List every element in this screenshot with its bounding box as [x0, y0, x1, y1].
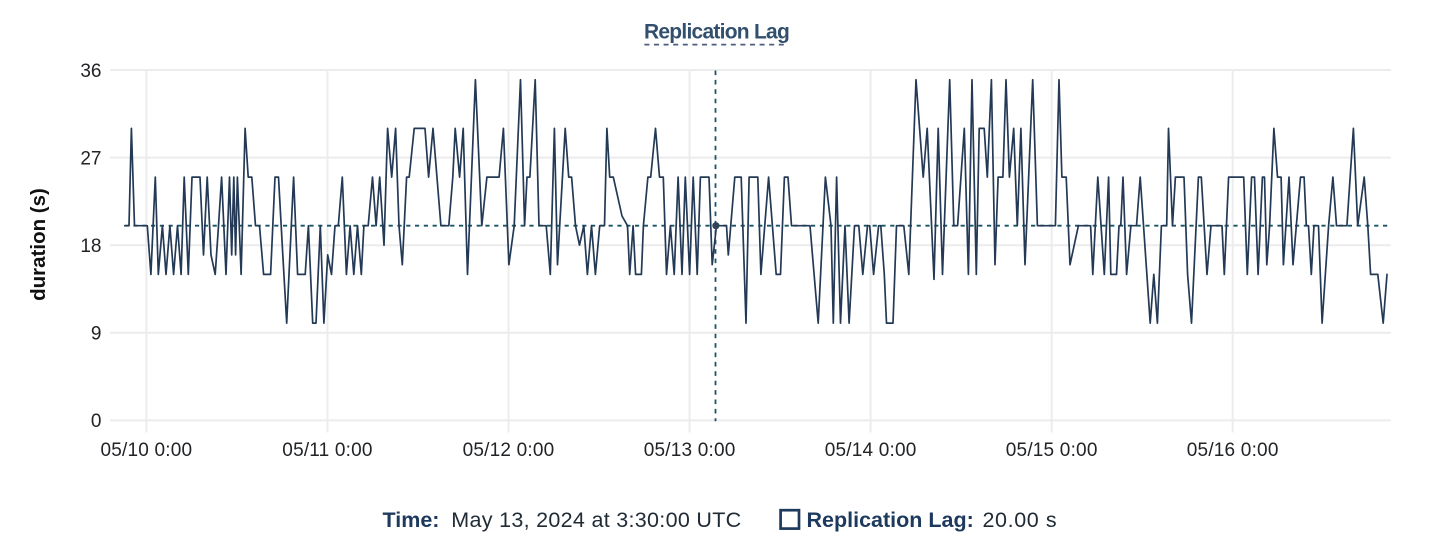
svg-text:05/12 0:00: 05/12 0:00: [463, 440, 555, 461]
svg-text:Time:: Time:: [383, 508, 440, 532]
svg-text:05/13 0:00: 05/13 0:00: [644, 440, 736, 461]
svg-text:0: 0: [91, 411, 102, 432]
svg-text:05/15 0:00: 05/15 0:00: [1006, 440, 1098, 461]
svg-text:20.00 s: 20.00 s: [983, 508, 1058, 532]
svg-text:9: 9: [91, 324, 102, 345]
svg-text:May 13, 2024 at 3:30:00 UTC: May 13, 2024 at 3:30:00 UTC: [451, 508, 741, 532]
svg-text:18: 18: [80, 236, 101, 257]
svg-text:36: 36: [80, 61, 101, 82]
svg-text:05/14 0:00: 05/14 0:00: [825, 440, 917, 461]
svg-text:Replication Lag: Replication Lag: [644, 21, 789, 44]
svg-text:duration (s): duration (s): [27, 188, 50, 301]
svg-text:05/16 0:00: 05/16 0:00: [1187, 440, 1279, 461]
svg-text:27: 27: [80, 148, 101, 169]
svg-text:05/11 0:00: 05/11 0:00: [282, 440, 372, 461]
svg-text:Replication Lag:: Replication Lag:: [807, 508, 974, 532]
svg-text:05/10 0:00: 05/10 0:00: [100, 440, 192, 461]
